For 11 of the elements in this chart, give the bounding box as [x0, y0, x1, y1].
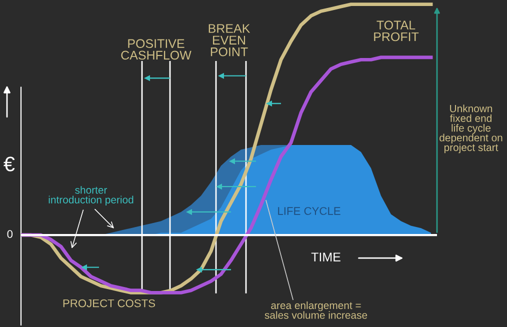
text: Unknown fixed end life cycle dependent on project start [440, 104, 502, 154]
text: area enlargement = sales volume increase [264, 301, 368, 319]
y-axis-title: € [4, 156, 15, 172]
annotation: TOTAL PROFIT [374, 20, 419, 42]
text: 0 [7, 230, 13, 238]
annotation: LIFE CYCLE [278, 207, 340, 215]
annotation: POSITIVE CASHFLOW [121, 39, 192, 60]
annotation: BREAK EVEN POINT [208, 24, 250, 56]
annotation: shorter introduction period [48, 186, 134, 206]
text: PROJECT COSTS [63, 299, 155, 308]
x-axis-title: TIME [311, 252, 340, 262]
